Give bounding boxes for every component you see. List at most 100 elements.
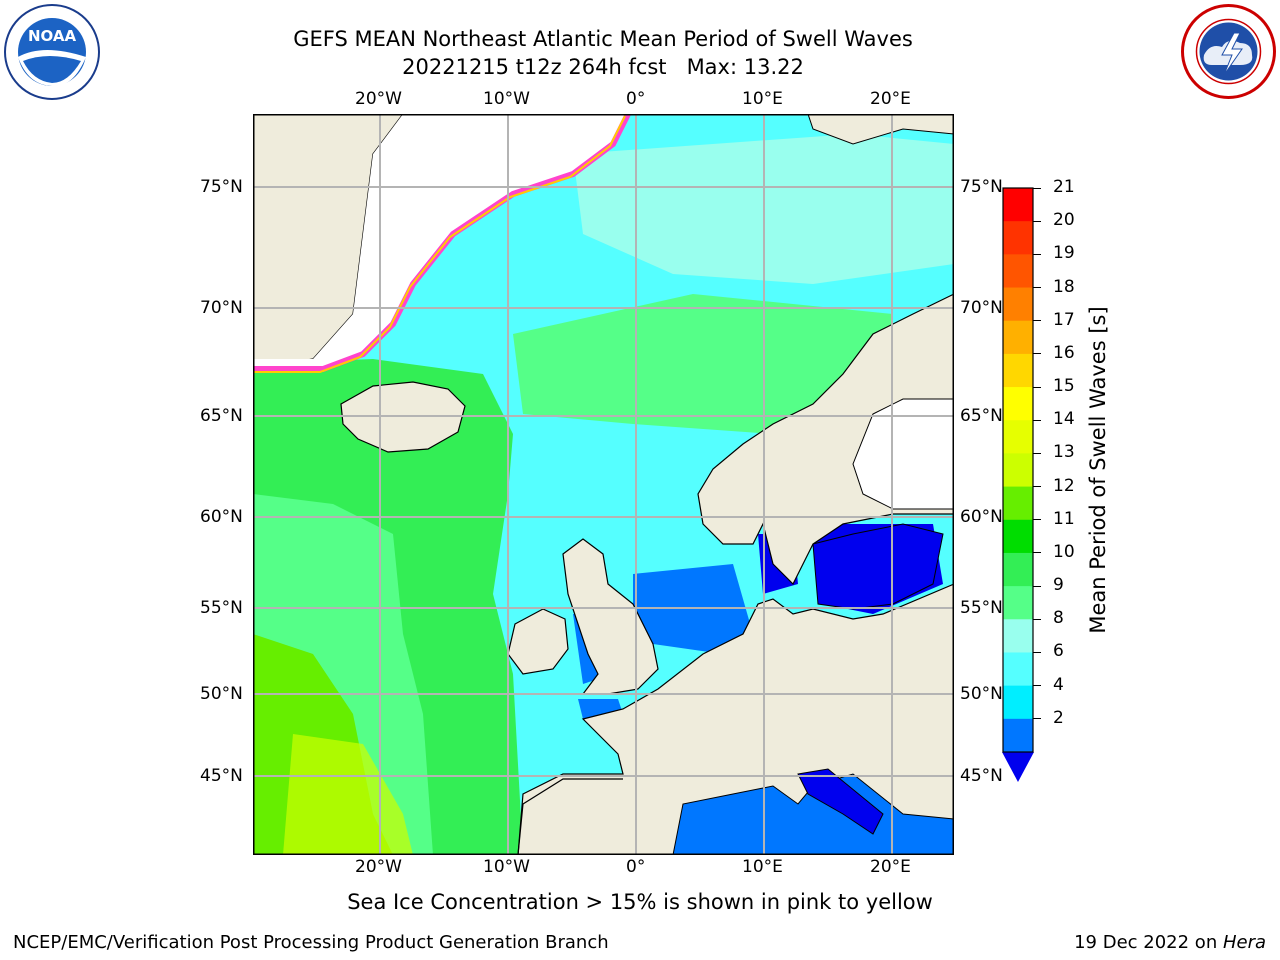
- iberia-coast: [517, 778, 623, 855]
- lat-tick-left-70n: 70°N: [200, 298, 243, 318]
- colorbar-tick-mark: [1033, 386, 1041, 388]
- colorbar-segment: [1003, 619, 1033, 653]
- lat-tick-right-50n: 50°N: [960, 684, 1003, 704]
- lat-tick-left-45n: 45°N: [200, 766, 243, 786]
- colorbar-tick-mark: [1033, 618, 1041, 620]
- swell-period-map: [253, 114, 954, 855]
- lon-tick-top-20w: 20°W: [355, 89, 402, 109]
- colorbar-segment: [1003, 652, 1033, 687]
- colorbar-segment: [1003, 387, 1033, 421]
- map-frame: [253, 114, 954, 855]
- scandinavia-land: [697, 293, 954, 586]
- colorbar-tick-label: 17: [1053, 309, 1075, 330]
- colorbar-segment: [1003, 519, 1033, 554]
- colorbar-tick-mark: [1033, 519, 1041, 521]
- footer-branch: NCEP/EMC/Verification Post Processing Pr…: [13, 932, 609, 953]
- colorbar-segment: [1003, 685, 1033, 720]
- lat-tick-right-70n: 70°N: [960, 298, 1003, 318]
- chart-title-line1: GEFS MEAN Northeast Atlantic Mean Period…: [293, 27, 913, 51]
- great-britain-land: [562, 538, 659, 695]
- sea-ice-caption: Sea Ice Concentration > 15% is shown in …: [347, 890, 933, 914]
- nws-logo: [1180, 3, 1277, 100]
- colorbar-tick-mark: [1033, 718, 1041, 720]
- colorbar-tick-label: 8: [1053, 608, 1064, 629]
- adriatic-sea: [797, 768, 884, 835]
- colorbar-frame: [1002, 187, 1034, 753]
- footer-date-text: 19 Dec 2022 on: [1074, 932, 1223, 953]
- lon-tick-bottom-10w: 10°W: [483, 857, 530, 877]
- colorbar-tick-label: 21: [1053, 177, 1075, 197]
- svalbard-land: [807, 114, 954, 145]
- svg-text:NOAA: NOAA: [28, 27, 77, 45]
- colorbar-segment: [1003, 287, 1033, 322]
- gulf-of-bothnia-ice: [852, 398, 954, 510]
- lat-tick-left-65n: 65°N: [200, 406, 243, 426]
- colorbar-segment: [1003, 586, 1033, 620]
- colorbar-tick-label: 20: [1053, 210, 1075, 231]
- colorbar-segment: [1003, 221, 1033, 255]
- colorbar-tick-mark: [1033, 287, 1041, 289]
- colorbar-tick-mark: [1033, 353, 1041, 355]
- lon-tick-bottom-0: 0°: [626, 857, 646, 877]
- colorbar-tick-label: 12: [1053, 475, 1075, 496]
- colorbar-segment: [1003, 486, 1033, 521]
- lon-tick-top-10e: 10°E: [742, 89, 783, 109]
- noaa-logo: NOAA: [3, 3, 101, 101]
- colorbar-segment: [1003, 254, 1033, 289]
- colorbar-tick-mark: [1033, 253, 1041, 255]
- lon-tick-bottom-10e: 10°E: [742, 857, 783, 877]
- footer-date: 19 Dec 2022 on Hera: [1074, 932, 1266, 953]
- colorbar-tick-label: 9: [1053, 575, 1064, 596]
- lon-tick-top-10w: 10°W: [483, 89, 530, 109]
- lon-tick-bottom-20w: 20°W: [355, 857, 402, 877]
- ice-covered-region: [253, 114, 628, 369]
- lat-tick-right-55n: 55°N: [960, 598, 1003, 618]
- colorbar-tick-mark: [1033, 220, 1041, 222]
- colorbar-tick-label: 19: [1053, 243, 1075, 264]
- colorbar-segment: [1003, 552, 1033, 587]
- graticule: [253, 114, 954, 855]
- lat-tick-right-45n: 45°N: [960, 766, 1003, 786]
- colorbar-segment: [1003, 718, 1033, 753]
- colorbar-tick-label: 16: [1053, 342, 1075, 363]
- footer-host: Hera: [1222, 932, 1266, 953]
- norwegian-sea-band: [513, 294, 893, 434]
- lat-tick-right-75n: 75°N: [960, 177, 1003, 197]
- colorbar-segment: [1003, 420, 1033, 454]
- lat-tick-right-60n: 60°N: [960, 507, 1003, 527]
- colorbar-tick-label: 18: [1053, 276, 1075, 297]
- colorbar-tick-mark: [1033, 452, 1041, 454]
- colorbar-tick-mark: [1033, 486, 1041, 488]
- colorbar-tick-mark: [1033, 419, 1041, 421]
- colorbar-tick-label: 4: [1053, 674, 1064, 695]
- lon-tick-bottom-20e: 20°E: [870, 857, 911, 877]
- chart-title-line2: 20221215 t12z 264h fcst Max: 13.22: [402, 55, 804, 79]
- baltic-sea: [812, 523, 944, 610]
- colorbar-tick-mark: [1033, 187, 1041, 189]
- lat-tick-right-65n: 65°N: [960, 406, 1003, 426]
- lat-tick-left-55n: 55°N: [200, 598, 243, 618]
- colorbar-tick-label: 14: [1053, 409, 1075, 430]
- lat-tick-left-50n: 50°N: [200, 684, 243, 704]
- lon-tick-top-0: 0°: [626, 89, 646, 109]
- colorbar-label: Mean Period of Swell Waves [s]: [1086, 306, 1110, 634]
- colorbar-segment: [1003, 188, 1033, 222]
- colorbar-segment: [1003, 453, 1033, 488]
- colorbar-tick-label: 11: [1053, 508, 1075, 529]
- colorbar-tick-mark: [1033, 552, 1041, 554]
- lon-tick-top-20e: 20°E: [870, 89, 911, 109]
- colorbar: [1002, 187, 1034, 782]
- colorbar-tick-label: 15: [1053, 376, 1075, 397]
- colorbar-tick-label: 6: [1053, 641, 1064, 662]
- colorbar-tick-mark: [1033, 651, 1041, 653]
- colorbar-segment: [1003, 353, 1033, 388]
- lat-tick-left-75n: 75°N: [200, 177, 243, 197]
- colorbar-tick-label: 13: [1053, 442, 1075, 463]
- lat-tick-left-60n: 60°N: [200, 507, 243, 527]
- colorbar-tick-mark: [1033, 320, 1041, 322]
- sea-ice-edge-inner: [253, 115, 626, 373]
- colorbar-tick-label: 2: [1053, 707, 1064, 728]
- colorbar-tick-mark: [1033, 685, 1041, 687]
- colorbar-segment: [1003, 320, 1033, 355]
- ireland-land: [507, 608, 569, 675]
